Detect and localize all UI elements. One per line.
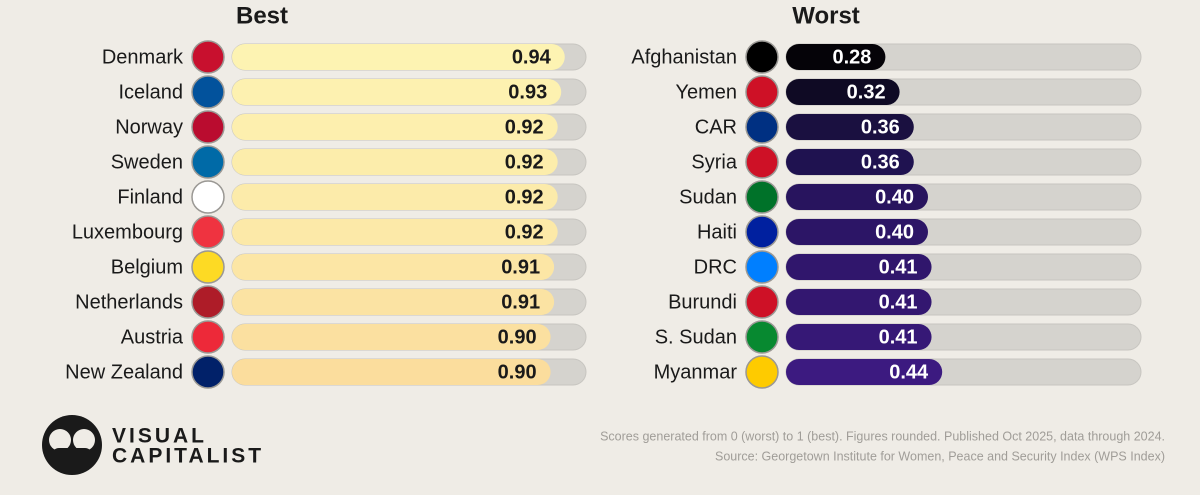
category-label: New Zealand [65,361,183,383]
category-label: Netherlands [75,291,183,313]
category-label: DRC [694,256,737,278]
bar [232,114,558,140]
category-label: Norway [115,116,183,138]
flag [191,285,225,319]
bar [786,149,914,175]
bar [232,149,558,175]
value-label: 0.90 [498,361,537,383]
category-label: Belgium [111,256,183,278]
bar [786,289,932,315]
value-label: 0.36 [861,116,900,138]
category-label: Iceland [119,81,184,103]
category-label: Austria [121,326,184,348]
value-label: 0.90 [498,326,537,348]
bar [232,79,562,105]
bar [232,289,555,315]
bar [786,324,932,350]
value-label: 0.41 [879,256,918,278]
flag [191,215,225,249]
bar [786,254,932,280]
flag [191,75,225,109]
bar [786,114,914,140]
flag [745,145,779,179]
category-label: Luxembourg [72,221,183,243]
flag [745,75,779,109]
bar [232,184,558,210]
value-label: 0.41 [879,326,918,348]
category-label: Yemen [675,81,737,103]
category-label: Finland [117,186,183,208]
value-label: 0.44 [889,361,929,383]
bar [786,44,886,70]
value-label: 0.94 [512,46,552,68]
flag [745,250,779,284]
value-label: 0.92 [505,116,544,138]
flag [191,355,225,389]
bar [232,44,565,70]
flag [745,355,779,389]
flag [745,285,779,319]
flag [745,180,779,214]
logo-text: VISUAL [112,425,207,448]
value-label: 0.32 [847,81,886,103]
flag [745,40,779,74]
flag [191,320,225,354]
category-label: Syria [691,151,737,173]
bar [786,359,943,385]
category-label: S. Sudan [655,326,737,348]
logo-icon [42,415,102,475]
bar [232,254,555,280]
flag [191,110,225,144]
category-label: Sweden [111,151,183,173]
bar [786,184,928,210]
category-label: Denmark [102,46,184,68]
value-label: 0.41 [879,291,918,313]
flag [191,145,225,179]
category-label: Burundi [668,291,737,313]
source: Source: Georgetown Institute for Women, … [715,449,1165,463]
bar [786,79,900,105]
bar [786,219,928,245]
value-label: 0.92 [505,151,544,173]
flag [745,320,779,354]
value-label: 0.28 [832,46,871,68]
value-label: 0.36 [861,151,900,173]
value-label: 0.91 [501,291,540,313]
flag [745,215,779,249]
bar [232,219,558,245]
value-label: 0.93 [508,81,547,103]
chart-title: Best [236,2,288,29]
flag [745,110,779,144]
value-label: 0.91 [501,256,540,278]
value-label: 0.92 [505,186,544,208]
value-label: 0.92 [505,221,544,243]
chart-title: Worst [792,2,860,29]
category-label: Afghanistan [631,46,737,68]
category-label: Sudan [679,186,737,208]
flag [191,180,225,214]
flag [191,250,225,284]
note: Scores generated from 0 (worst) to 1 (be… [600,429,1165,443]
category-label: CAR [695,116,737,138]
logo-text: CAPITALIST [112,445,264,468]
flag [191,40,225,74]
bar [232,324,551,350]
category-label: Haiti [697,221,737,243]
bar [232,359,551,385]
value-label: 0.40 [875,186,914,208]
category-label: Myanmar [654,361,738,383]
value-label: 0.40 [875,221,914,243]
